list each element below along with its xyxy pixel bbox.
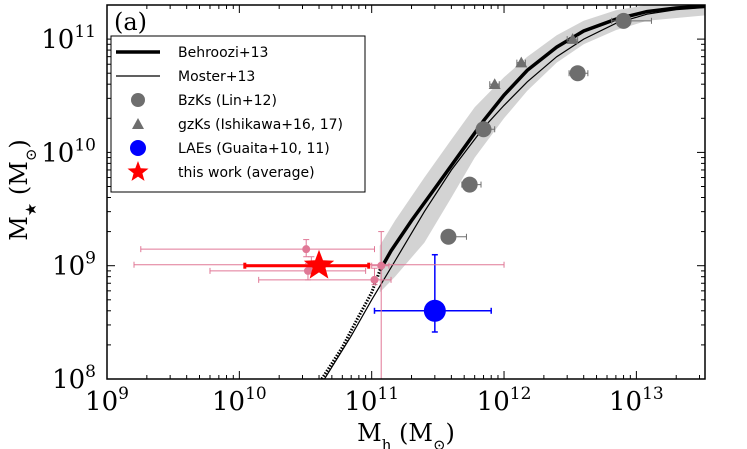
x-tick-label: 109 — [85, 384, 129, 417]
legend-symbol — [131, 93, 145, 107]
this-work-individual-point — [140, 239, 375, 258]
x-tick-label: 1012 — [477, 384, 532, 417]
bzks-lin-12-point — [440, 228, 467, 245]
gzks-ishikawa-16-17-marker — [566, 33, 579, 44]
legend-box — [110, 35, 366, 193]
bzks-lin-12-point — [461, 176, 482, 193]
legend-item-moster-13: Moster+13 — [116, 69, 255, 85]
laes-guaita-10-11-marker — [423, 299, 446, 322]
x-tick-labels: 109 1010 1011 1012 1013 — [85, 384, 664, 417]
this-work-individual-marker — [377, 261, 386, 270]
x-tick-label: 1013 — [609, 384, 664, 417]
legend-symbol — [127, 161, 149, 181]
bzks-lin-12-point — [568, 65, 589, 82]
bzks-lin-12-point — [611, 12, 652, 29]
bzks-lin-12-marker — [475, 121, 492, 138]
behroozi-13-line — [378, 5, 705, 272]
plot-area — [133, 5, 705, 379]
y-tick-labels: 108 109 1010 1011 — [41, 22, 96, 395]
gzks-ishikawa-16-17-point — [488, 78, 501, 89]
this-work-average-marker — [303, 249, 335, 279]
x-tick-label: 1010 — [212, 384, 267, 417]
y-tick-label: 1011 — [41, 22, 96, 55]
plot-frame — [106, 4, 706, 380]
this-work-individual-marker — [303, 266, 312, 275]
legend-item-bzks-lin-12: BzKs (Lin+12) — [131, 93, 277, 109]
this-work-individual-marker — [302, 245, 311, 254]
legend: Behroozi+13 Moster+13 BzKs (Lin+12) gzKs (I… — [110, 35, 366, 193]
bzks-lin-12-marker — [440, 228, 457, 245]
legend-symbol — [130, 140, 146, 156]
gzks-ishikawa-16-17-point — [515, 56, 528, 68]
gzks-ishikawa-16-17-marker — [488, 78, 501, 89]
legend-item-this-work-average: this work (average) — [127, 161, 315, 181]
legend-label: LAEs (Guaita+10, 11) — [178, 141, 330, 157]
behroozi-13-extrapolation-line — [320, 270, 382, 379]
this-work-average-point — [243, 249, 371, 279]
bzks-lin-12-point — [475, 121, 496, 138]
legend-symbol — [132, 118, 144, 129]
this-work-individual-marker — [370, 275, 379, 284]
moster-13-line — [323, 6, 705, 379]
legend-item-behroozi-13: Behroozi+13 — [116, 45, 268, 61]
gzks-ishikawa-16-17-marker — [515, 56, 528, 68]
legend-label: Behroozi+13 — [178, 45, 268, 61]
legend-item-laes-guaita-10-11: LAEs (Guaita+10, 11) — [130, 140, 330, 157]
gzks-ishikawa-16-17-point — [566, 33, 579, 44]
laes-guaita-10-11-point — [373, 253, 492, 333]
behroozi-scatter-band — [379, 5, 705, 293]
y-tick-label: 108 — [52, 362, 96, 395]
legend-item-gzks-ishikawa-16-17: gzKs (Ishikawa+16, 17) — [132, 117, 343, 133]
y-tick-label: 109 — [52, 249, 96, 282]
bzks-lin-12-marker — [461, 176, 478, 193]
legend-label: this work (average) — [178, 165, 315, 181]
y-tick-label: 1010 — [41, 135, 96, 168]
bzks-lin-12-marker — [569, 65, 586, 82]
bzks-lin-12-marker — [615, 12, 632, 29]
this-work-individual-point — [371, 231, 390, 379]
this-work-individual-point — [258, 267, 392, 286]
x-tick-label: 1011 — [344, 384, 399, 417]
legend-label: BzKs (Lin+12) — [178, 93, 277, 109]
legend-label: Moster+13 — [178, 69, 255, 85]
panel-label: (a) — [114, 8, 147, 36]
legend-label: gzKs (Ishikawa+16, 17) — [178, 117, 343, 133]
